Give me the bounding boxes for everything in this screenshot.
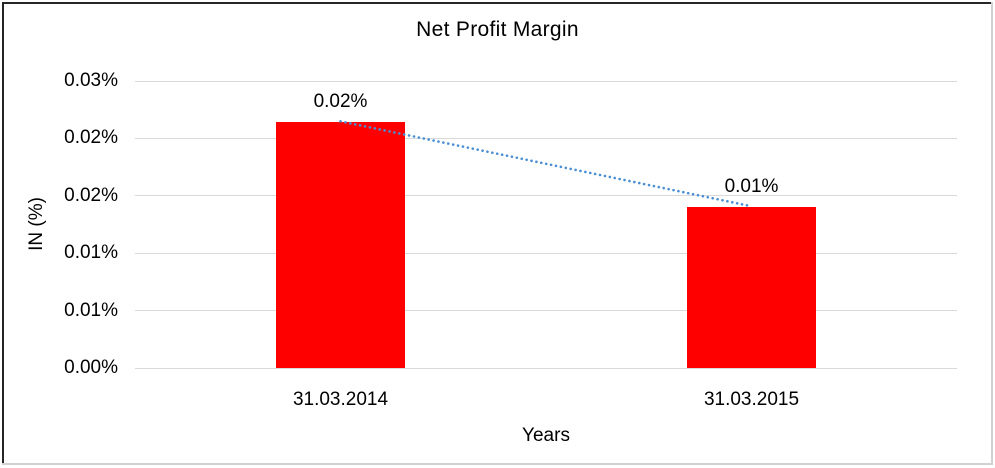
frame-border-top xyxy=(2,2,993,4)
bar-data-label: 0.01% xyxy=(724,176,779,198)
x-axis-title: Years xyxy=(522,425,570,446)
gridline xyxy=(135,195,957,197)
bar-data-label: 0.02% xyxy=(313,91,368,113)
chart-title: Net Profit Margin xyxy=(416,18,579,41)
bar-31.03.2014 xyxy=(276,122,405,368)
gridline xyxy=(135,80,957,82)
x-axis-tick-label: 31.03.2014 xyxy=(292,389,389,410)
frame-border-right xyxy=(991,2,993,465)
bar-31.03.2015 xyxy=(687,207,816,368)
y-axis-tick-label: 0.02% xyxy=(64,127,118,149)
plot-area: 0.02% 0.01% xyxy=(135,80,957,369)
y-axis-tick-label: 0.01% xyxy=(64,299,118,321)
gridline xyxy=(135,310,957,312)
trendline xyxy=(339,120,753,208)
frame-border-bottom xyxy=(2,463,993,465)
y-axis-tick-label: 0.01% xyxy=(64,242,118,264)
gridline xyxy=(135,367,957,369)
y-axis-tick-label: 0.03% xyxy=(64,70,118,91)
y-axis-tick-label: 0.00% xyxy=(64,357,118,378)
y-axis-tick-label: 0.02% xyxy=(64,184,118,206)
frame-border-left xyxy=(2,2,4,464)
gridline xyxy=(135,137,957,139)
gridline xyxy=(135,252,957,254)
x-axis-tick-label: 31.03.2015 xyxy=(703,389,800,410)
